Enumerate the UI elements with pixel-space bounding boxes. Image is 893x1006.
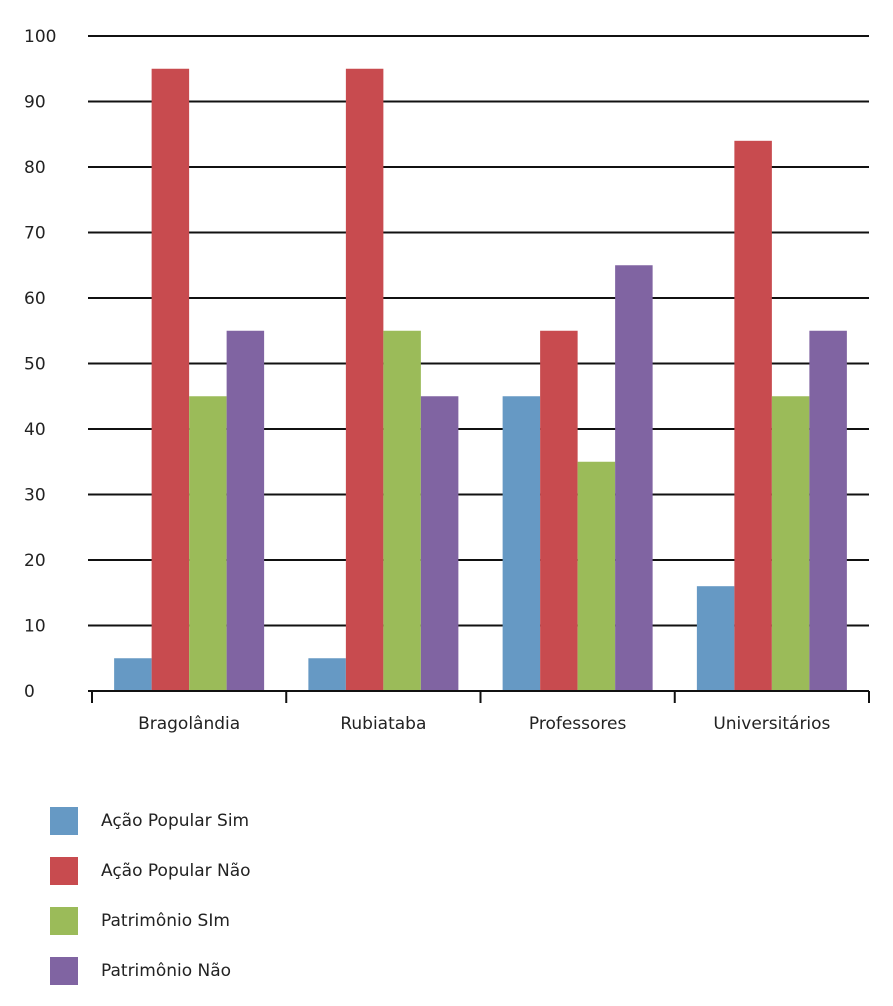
bar [345, 68, 384, 691]
legend-item: Ação Popular Não [50, 856, 251, 885]
bar [809, 330, 847, 691]
y-tick-label: 30 [24, 486, 46, 506]
y-tick-label: 20 [24, 551, 46, 571]
y-tick-label: 60 [24, 289, 46, 309]
legend-item: Patrimônio SIm [50, 906, 251, 935]
y-tick-label: 40 [24, 420, 46, 440]
bar [502, 396, 541, 691]
legend-swatch [50, 906, 78, 935]
legend-swatch [50, 956, 78, 985]
bar [540, 330, 578, 691]
bar [114, 658, 152, 691]
bars [114, 68, 847, 692]
bar [226, 330, 265, 691]
bar [615, 265, 653, 691]
y-tick-label: 10 [24, 617, 46, 637]
legend-label: Ação Popular Não [101, 860, 251, 881]
bar [151, 68, 190, 691]
axis-labels: 0 10 20 30 40 50 60 70 80 90 100 Bragolândia Rubiata… [24, 27, 831, 734]
legend-item: Patrimônio Não [50, 956, 251, 985]
bar-chart: 0 10 20 30 40 50 60 70 80 90 100 Bragolândia Rubiata… [24, 27, 870, 734]
bar [189, 396, 227, 691]
x-tick-label: Universitários [713, 714, 830, 734]
bar [420, 396, 459, 691]
y-tick-label: 0 [24, 682, 35, 702]
x-tick-label: Rubiataba [340, 714, 426, 734]
legend-swatch [50, 856, 78, 885]
y-tick-label: 90 [24, 93, 46, 113]
x-tick-label: Bragolândia [138, 714, 240, 734]
x-axis [88, 690, 870, 703]
y-tick-label: 100 [24, 27, 56, 47]
x-tick-label: Professores [529, 714, 627, 734]
bar [734, 140, 772, 692]
bar [696, 586, 735, 691]
bar [308, 658, 346, 691]
legend-label: Patrimônio SIm [101, 910, 230, 931]
y-tick-label: 70 [24, 224, 46, 244]
bar [383, 330, 421, 691]
legend-label: Patrimônio Não [101, 960, 232, 981]
legend-item: Ação Popular Sim [50, 806, 251, 835]
legend: Ação Popular Sim Ação Popular Não Patrim… [50, 806, 251, 1006]
bar [771, 396, 810, 691]
legend-label: Ação Popular Sim [101, 810, 250, 831]
y-tick-label: 80 [24, 158, 46, 178]
legend-swatch [50, 806, 78, 835]
y-tick-label: 50 [24, 355, 46, 375]
bar [577, 461, 616, 691]
